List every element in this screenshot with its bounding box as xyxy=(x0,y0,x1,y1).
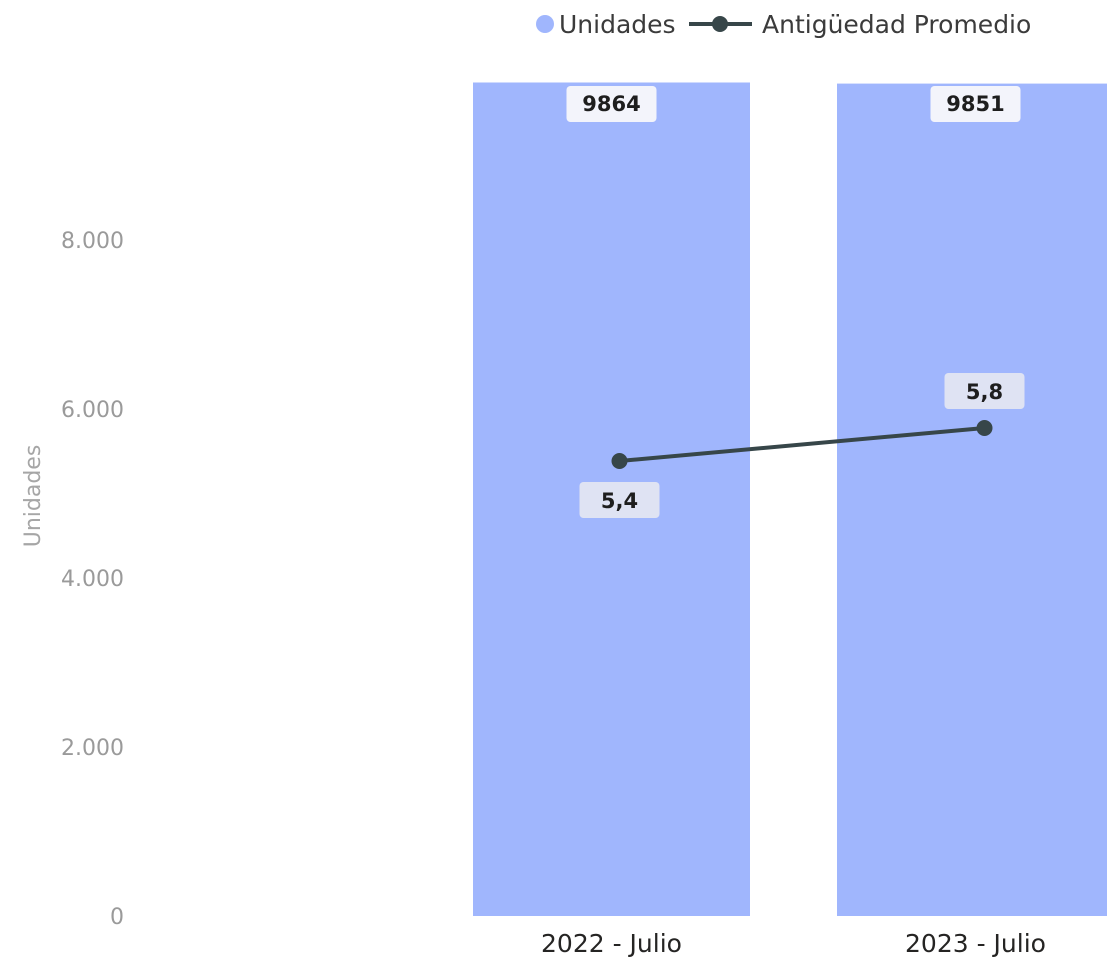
y-tick-label: 2.000 xyxy=(61,736,124,761)
bar-data-label-box xyxy=(566,86,657,122)
line-data-label-box xyxy=(579,482,660,518)
line-data-label: 5,4 xyxy=(601,489,638,513)
y-tick-label: 8.000 xyxy=(61,229,124,254)
bar-data-label: 9851 xyxy=(946,92,1004,116)
x-category-label: 2022 - Julio xyxy=(541,929,682,957)
y-tick-label: 4.000 xyxy=(61,567,124,592)
bar-data-label: 9864 xyxy=(582,92,640,116)
line-point[interactable] xyxy=(976,420,993,436)
legend-marker-unidades xyxy=(536,15,554,33)
y-tick-label: 0 xyxy=(110,905,124,930)
bar-series-unidades: 9864 9851 xyxy=(473,82,1107,916)
line-series-antiguedad: 5,4 5,8 xyxy=(579,373,1025,518)
y-axis: 0 2.000 4.000 6.000 8.000 xyxy=(61,229,124,930)
bar-data-label-box xyxy=(930,86,1021,122)
line-data-label: 5,8 xyxy=(966,380,1003,404)
x-axis: 2022 - Julio 2023 - Julio xyxy=(541,929,1046,957)
bar[interactable] xyxy=(837,83,1107,916)
y-axis-title: Unidades xyxy=(21,445,46,548)
line-point[interactable] xyxy=(611,453,628,469)
legend[interactable]: Unidades Antigüedad Promedio xyxy=(536,10,1031,39)
legend-marker-point xyxy=(712,16,728,32)
x-category-label: 2023 - Julio xyxy=(905,929,1046,957)
legend-label-unidades[interactable]: Unidades xyxy=(559,10,676,39)
y-tick-label: 6.000 xyxy=(61,398,124,423)
legend-label-antiguedad[interactable]: Antigüedad Promedio xyxy=(762,10,1031,39)
line-path xyxy=(619,426,985,463)
line-data-label-box xyxy=(944,373,1025,409)
